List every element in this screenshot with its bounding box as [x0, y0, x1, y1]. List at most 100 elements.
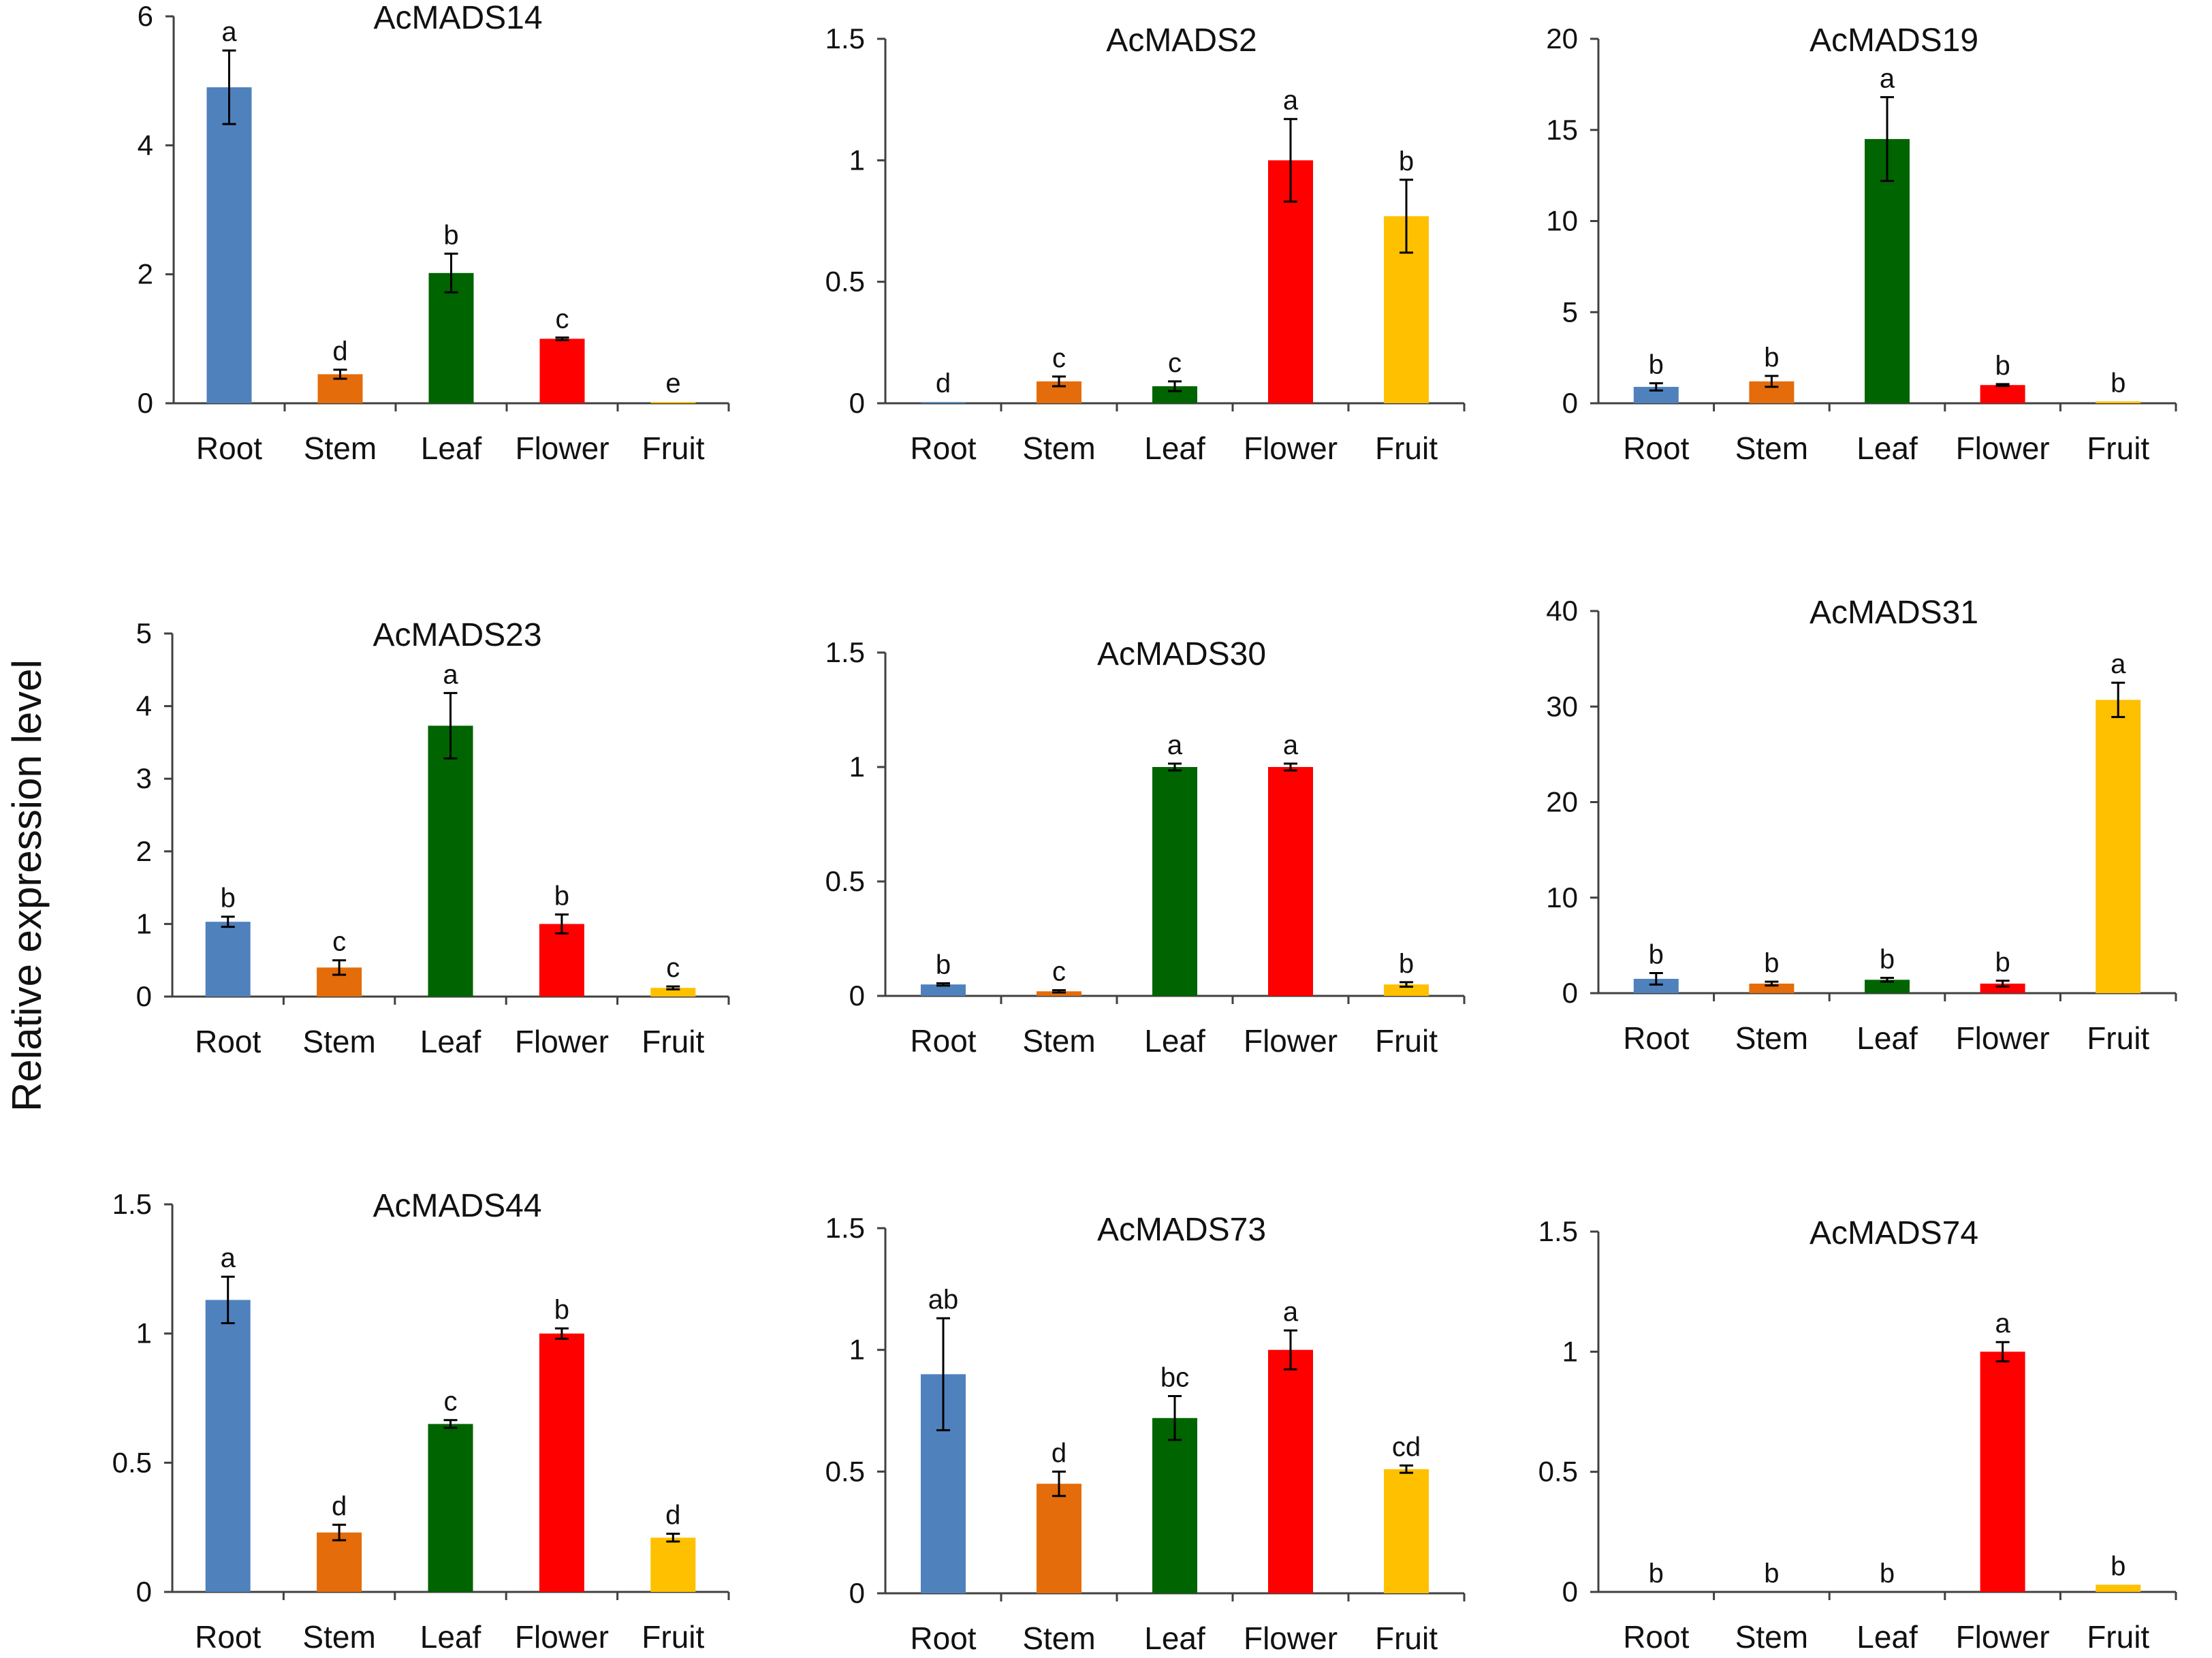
x-tick-label: Leaf — [1144, 1621, 1205, 1656]
chart-title: AcMADS19 — [1810, 22, 1978, 59]
y-tick-label: 0.5 — [825, 266, 865, 298]
x-tick-label: Flower — [515, 1024, 609, 1059]
bar-root — [206, 87, 252, 403]
chart-panel-acmads74: AcMADS74 0 0.5 1 1.5 b Root b Stem b Leaf a Flower b F… — [1538, 1215, 2177, 1655]
chart-title: AcMADS74 — [1810, 1215, 1978, 1251]
chart-panel-acmads30: AcMADS30 0 0.5 1 1.5 b Root c Stem a Leaf a Flower b F… — [825, 636, 1466, 1059]
chart-panel-acmads31: AcMADS31 0 10 20 30 40 b Root b Stem b Leaf b Flower a… — [1546, 595, 2177, 1056]
significance-label: a — [1880, 64, 1895, 94]
y-tick-label: 1 — [136, 1317, 152, 1349]
y-tick-label: 0 — [138, 387, 153, 419]
y-tick-label: 1.5 — [825, 1212, 865, 1244]
significance-label: d — [665, 1501, 680, 1531]
significance-label: b — [443, 220, 458, 250]
x-tick-label: Fruit — [2087, 431, 2149, 466]
y-tick-label: 2 — [138, 258, 153, 290]
y-tick-label: 0.5 — [825, 865, 865, 897]
bar-leaf — [1865, 139, 1910, 403]
y-tick-label: 40 — [1546, 595, 1578, 627]
bar-fruit — [2096, 401, 2141, 403]
bar-leaf — [428, 1424, 473, 1592]
x-tick-label: Fruit — [1375, 431, 1438, 466]
significance-label: b — [1764, 1559, 1779, 1589]
y-tick-label: 1.5 — [825, 636, 865, 668]
x-tick-label: Root — [1623, 1619, 1689, 1655]
significance-label: a — [2111, 649, 2126, 679]
bar-stem — [1037, 991, 1081, 996]
bar-leaf — [428, 725, 473, 997]
bar-fruit — [650, 1537, 696, 1592]
significance-label: c — [666, 953, 680, 983]
bar-fruit — [2096, 700, 2141, 993]
x-tick-label: Stem — [1022, 1023, 1095, 1059]
y-tick-label: 5 — [1562, 296, 1578, 328]
y-tick-label: 1 — [849, 1334, 865, 1366]
significance-label: b — [221, 883, 236, 913]
x-tick-label: Stem — [1022, 1621, 1095, 1656]
significance-label: d — [936, 369, 951, 398]
x-tick-label: Leaf — [420, 1024, 481, 1059]
significance-label: b — [1880, 945, 1895, 975]
x-tick-label: Flower — [1956, 1020, 2050, 1056]
significance-label: b — [1880, 1559, 1895, 1589]
y-tick-label: 15 — [1546, 114, 1578, 146]
y-tick-label: 20 — [1546, 786, 1578, 818]
significance-label: b — [1649, 940, 1664, 970]
y-tick-label: 1.5 — [112, 1188, 152, 1220]
y-tick-label: 10 — [1546, 205, 1578, 237]
y-tick-label: 1 — [849, 751, 865, 783]
x-tick-label: Stem — [1735, 1020, 1808, 1056]
significance-label: a — [443, 659, 458, 689]
chart-title: AcMADS2 — [1106, 22, 1257, 59]
y-tick-label: 0 — [1562, 977, 1578, 1009]
bar-stem — [317, 1532, 362, 1592]
y-tick-label: 0 — [1562, 387, 1578, 419]
bar-stem — [1037, 1484, 1081, 1593]
bar-leaf — [428, 272, 474, 403]
bar-flower — [539, 1333, 584, 1592]
x-tick-label: Leaf — [421, 431, 482, 466]
x-tick-label: Root — [910, 431, 976, 466]
x-tick-label: Fruit — [1375, 1621, 1438, 1656]
x-tick-label: Flower — [1956, 1619, 2050, 1655]
bar-root — [205, 922, 251, 997]
y-tick-label: 0 — [136, 980, 152, 1012]
x-tick-label: Flower — [515, 1619, 609, 1655]
chart-title: AcMADS31 — [1810, 595, 1978, 631]
y-tick-label: 0 — [1562, 1576, 1578, 1608]
x-tick-label: Flower — [1244, 1621, 1338, 1656]
x-tick-label: Flower — [1956, 431, 2050, 466]
bar-flower — [1980, 385, 2025, 403]
bar-flower — [1980, 983, 2025, 993]
y-tick-label: 1 — [136, 907, 152, 939]
y-tick-label: 10 — [1546, 881, 1578, 913]
bar-root — [205, 1300, 251, 1592]
bar-root — [1633, 978, 1679, 993]
chart-panel-acmads44: AcMADS44 0 0.5 1 1.5 a Root d Stem c Leaf b Flower d F… — [112, 1188, 730, 1655]
chart-panel-acmads19: AcMADS19 0 5 10 15 20 b Root b Stem a Leaf b Flower b F… — [1546, 22, 2177, 466]
chart-panel-acmads14: AcMADS14 0 2 4 6 a Root d Stem b Leaf c Flower e Fruit — [138, 0, 730, 466]
chart-panel-acmads73: AcMADS73 0 0.5 1 1.5 ab Root d Stem bc Leaf a Flower… — [825, 1212, 1466, 1656]
bar-leaf — [1865, 980, 1910, 993]
chart-title: AcMADS73 — [1097, 1212, 1266, 1248]
y-tick-label: 0.5 — [112, 1446, 152, 1478]
bar-stem — [1749, 983, 1795, 993]
significance-label: b — [1995, 948, 2010, 977]
chart-panel-acmads2: AcMADS2 0 0.5 1 1.5 d Root c Stem c Leaf a Flower b Fr… — [825, 22, 1466, 466]
x-tick-label: Stem — [1735, 431, 1808, 466]
bar-root — [921, 402, 966, 403]
y-tick-label: 4 — [138, 129, 153, 161]
x-tick-label: Fruit — [2087, 1020, 2149, 1056]
y-tick-label: 30 — [1546, 690, 1578, 722]
x-tick-label: Fruit — [642, 1024, 704, 1059]
significance-label: b — [1995, 351, 2010, 381]
x-tick-label: Stem — [302, 1024, 375, 1059]
x-tick-label: Leaf — [420, 1619, 481, 1655]
significance-label: c — [332, 927, 346, 957]
bar-flower — [1268, 767, 1313, 996]
significance-label: b — [554, 1295, 569, 1325]
x-tick-label: Root — [196, 431, 262, 466]
significance-label: d — [1052, 1438, 1066, 1468]
x-tick-label: Root — [1623, 1020, 1689, 1056]
